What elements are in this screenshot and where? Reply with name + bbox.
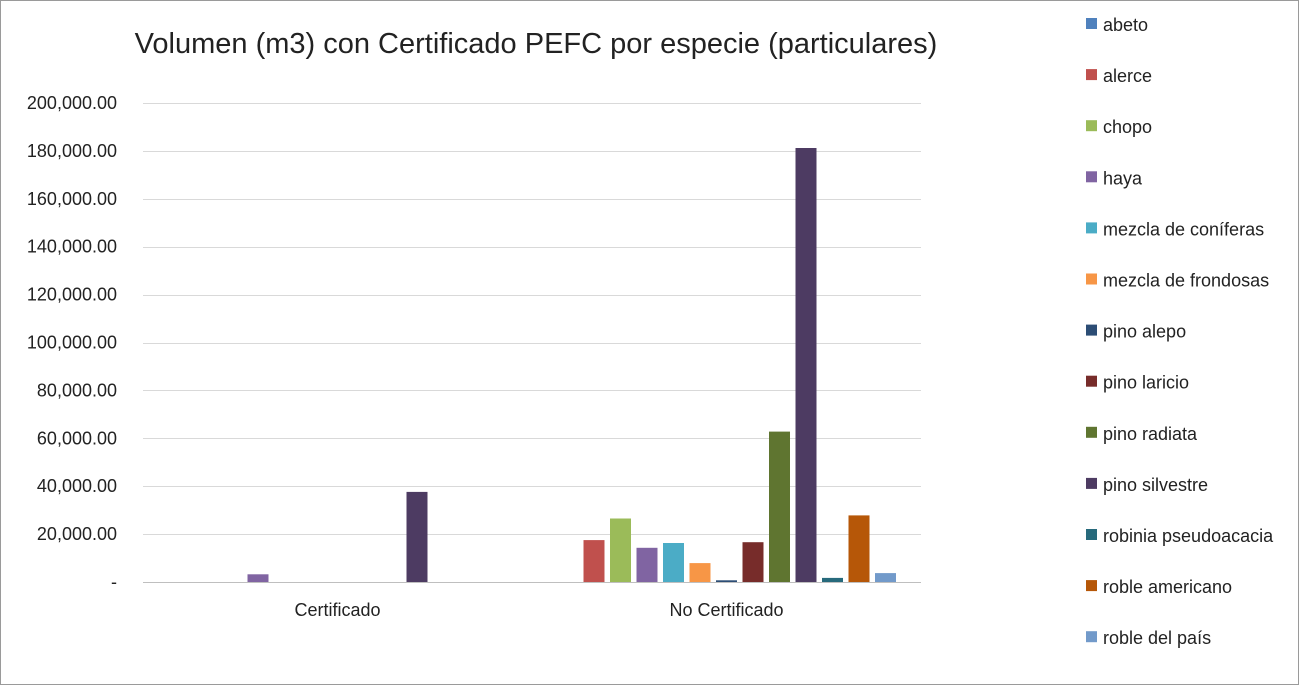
legend-swatch <box>1086 375 1097 387</box>
bar-alerce-1 <box>583 540 605 582</box>
legend-label: abeto <box>1103 15 1148 35</box>
bar-roble-del-país-1 <box>875 573 896 582</box>
legend-label: pino laricio <box>1103 373 1189 393</box>
legend-swatch <box>1086 477 1097 489</box>
bar-mezcla-de-coníferas-1 <box>663 543 684 582</box>
bar-pino-alepo-1 <box>716 580 737 582</box>
legend-label: pino silvestre <box>1103 475 1208 495</box>
bar-robinia-pseudoacacia-1 <box>822 577 843 582</box>
legend-label: mezcla de frondosas <box>1103 271 1269 291</box>
y-tick-label: 180,000.00 <box>27 141 117 161</box>
legend-swatch <box>1086 529 1097 540</box>
bar-pino-silvestre-0 <box>406 491 428 582</box>
bar-pino-laricio-1 <box>742 542 764 582</box>
y-tick-label: 200,000.00 <box>27 93 117 113</box>
bars <box>247 148 896 582</box>
bar-mezcla-de-frondosas-1 <box>689 563 711 582</box>
legend-swatch <box>1086 580 1097 592</box>
legend-label: roble del país <box>1103 628 1211 648</box>
bar-haya-0 <box>247 574 269 582</box>
y-tick-label: 20,000.00 <box>37 524 117 544</box>
y-tick-label: 140,000.00 <box>27 237 117 257</box>
bar-chopo-1 <box>610 518 631 582</box>
y-tick-label: 120,000.00 <box>27 285 117 305</box>
legend-label: robinia pseudoacacia <box>1103 526 1274 546</box>
bar-pino-silvestre-1 <box>795 148 817 582</box>
legend-swatch <box>1086 171 1097 183</box>
y-tick-label: 100,000.00 <box>27 333 117 353</box>
y-tick-label: - <box>111 572 117 592</box>
y-tick-label: 60,000.00 <box>37 428 117 448</box>
y-tick-label: 40,000.00 <box>37 476 117 496</box>
legend-swatch <box>1086 69 1097 81</box>
legend-label: haya <box>1103 168 1143 188</box>
legend-swatch <box>1086 631 1097 643</box>
x-category-label: Certificado <box>294 600 380 620</box>
bar-roble-americano-1 <box>848 515 870 582</box>
y-tick-label: 160,000.00 <box>27 189 117 209</box>
y-tick-label: 80,000.00 <box>37 380 117 400</box>
bar-haya-1 <box>636 547 658 582</box>
legend-label: mezcla de coníferas <box>1103 219 1264 239</box>
y-axis-ticks: - 20,000.00 40,000.00 60,000.00 80,000.00 100… <box>27 93 117 592</box>
bar-pino-radiata-1 <box>769 431 790 582</box>
legend-swatch <box>1086 18 1097 29</box>
legend-label: pino alepo <box>1103 322 1186 342</box>
legend-label: alerce <box>1103 66 1152 86</box>
x-category-label: No Certificado <box>669 600 783 620</box>
x-axis: Certificado No Certificado <box>294 600 783 620</box>
legend-swatch <box>1086 273 1097 285</box>
legend-swatch <box>1086 222 1097 234</box>
chart-title: Volumen (m3) con Certificado PEFC por es… <box>135 28 938 60</box>
legend-label: pino radiata <box>1103 424 1198 444</box>
legend-label: roble americano <box>1103 577 1232 597</box>
legend-swatch <box>1086 324 1097 336</box>
legend-swatch <box>1086 120 1097 132</box>
legend-label: chopo <box>1103 117 1152 137</box>
gridlines <box>143 103 921 583</box>
legend-swatch <box>1086 426 1097 438</box>
legend: abeto alerce chopo haya mezcla de coníferas m… <box>1086 15 1274 648</box>
